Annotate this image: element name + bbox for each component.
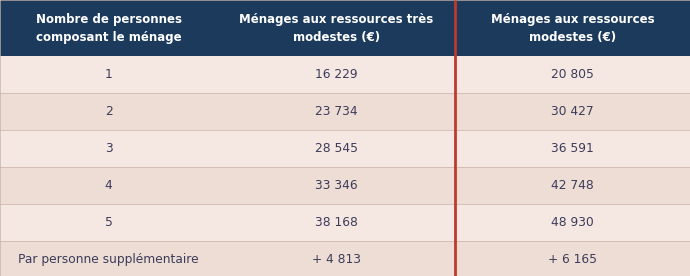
Bar bbox=[0, 0, 217, 56]
Bar bbox=[217, 167, 455, 204]
Bar bbox=[217, 56, 455, 93]
Text: 36 591: 36 591 bbox=[551, 142, 594, 155]
Bar bbox=[217, 93, 455, 130]
Text: 3: 3 bbox=[105, 142, 112, 155]
Bar bbox=[455, 204, 690, 241]
Bar bbox=[217, 204, 455, 241]
Text: 28 545: 28 545 bbox=[315, 142, 358, 155]
Text: Ménages aux ressources très
modestes (€): Ménages aux ressources très modestes (€) bbox=[239, 12, 433, 44]
Bar bbox=[0, 56, 217, 93]
Bar bbox=[455, 167, 690, 204]
Bar bbox=[0, 241, 217, 276]
Bar bbox=[0, 204, 217, 241]
Bar bbox=[455, 130, 690, 167]
Text: 4: 4 bbox=[105, 179, 112, 192]
Bar bbox=[217, 130, 455, 167]
Text: 33 346: 33 346 bbox=[315, 179, 357, 192]
Bar bbox=[455, 93, 690, 130]
Bar bbox=[217, 241, 455, 276]
Text: 48 930: 48 930 bbox=[551, 216, 594, 229]
Text: 42 748: 42 748 bbox=[551, 179, 594, 192]
Bar bbox=[217, 0, 455, 56]
Text: 5: 5 bbox=[105, 216, 112, 229]
Bar bbox=[0, 130, 217, 167]
Bar bbox=[455, 0, 690, 56]
Text: Par personne supplémentaire: Par personne supplémentaire bbox=[19, 253, 199, 266]
Bar bbox=[455, 56, 690, 93]
Bar bbox=[0, 167, 217, 204]
Text: 1: 1 bbox=[105, 68, 112, 81]
Text: 30 427: 30 427 bbox=[551, 105, 594, 118]
Bar bbox=[455, 241, 690, 276]
Text: 38 168: 38 168 bbox=[315, 216, 358, 229]
Text: 20 805: 20 805 bbox=[551, 68, 594, 81]
Text: + 6 165: + 6 165 bbox=[548, 253, 598, 266]
Text: 16 229: 16 229 bbox=[315, 68, 357, 81]
Bar bbox=[0, 93, 217, 130]
Text: Ménages aux ressources
modestes (€): Ménages aux ressources modestes (€) bbox=[491, 12, 655, 44]
Text: Nombre de personnes
composant le ménage: Nombre de personnes composant le ménage bbox=[36, 12, 181, 44]
Text: 2: 2 bbox=[105, 105, 112, 118]
Text: + 4 813: + 4 813 bbox=[312, 253, 361, 266]
Text: 23 734: 23 734 bbox=[315, 105, 357, 118]
